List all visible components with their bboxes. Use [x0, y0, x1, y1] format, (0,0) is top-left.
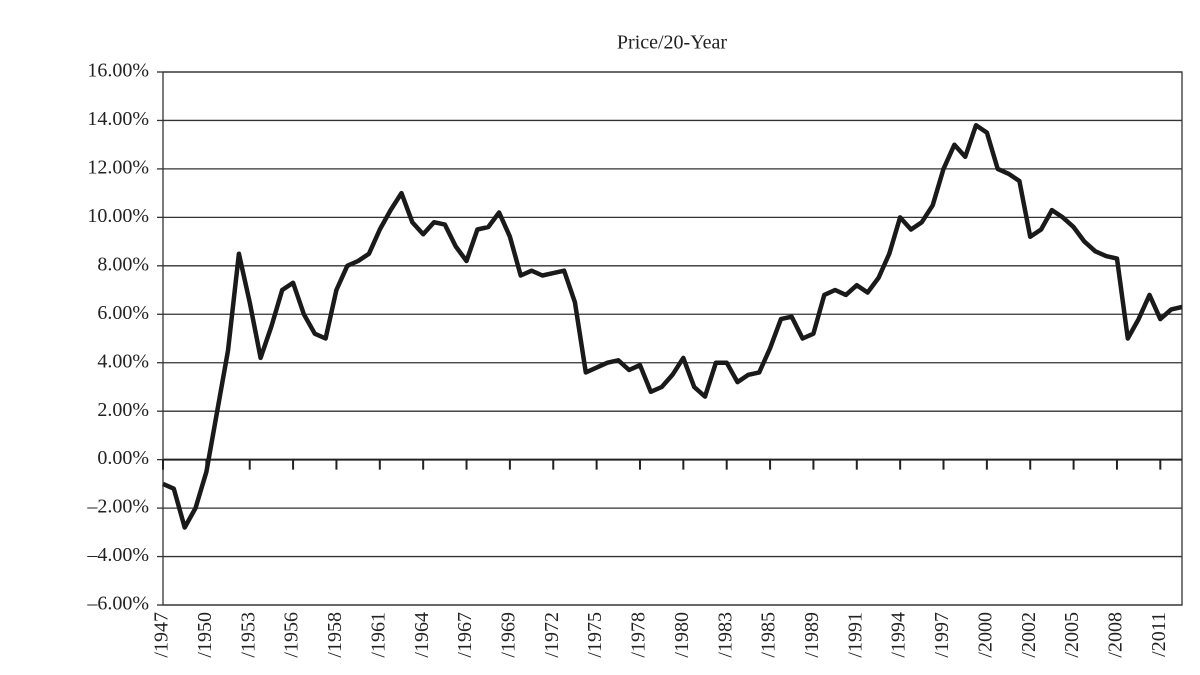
y-tick-label: –2.00% [86, 496, 149, 518]
y-tick-label: 8.00% [97, 253, 149, 275]
x-tick-label: /1953 [237, 612, 259, 658]
x-tick-label: /1972 [541, 612, 563, 658]
x-tick-label: /1947 [151, 612, 173, 658]
y-tick-label: 12.00% [87, 157, 149, 179]
y-tick-label: 2.00% [97, 399, 149, 421]
x-tick-label: /1997 [931, 612, 953, 658]
x-tick-label: /1961 [367, 612, 389, 658]
x-tick-label: /1994 [888, 612, 910, 658]
y-tick-label: –6.00% [86, 593, 149, 615]
plot-frame [162, 71, 1183, 606]
x-tick-label: /1991 [844, 612, 866, 658]
x-tick-label: /1989 [801, 612, 823, 658]
x-tick-label: /2005 [1061, 612, 1083, 658]
y-tick-label: –4.00% [86, 544, 149, 566]
x-tick-label: /1978 [628, 612, 650, 658]
price-line [162, 123, 1183, 530]
x-tick-label: /2002 [1018, 612, 1040, 658]
x-tick-label: /2011 [1148, 612, 1170, 657]
x-tick-label: /1967 [454, 612, 476, 658]
x-tick-label: /1980 [671, 612, 693, 658]
x-tick-label: /2008 [1105, 612, 1127, 658]
y-tick-label: 0.00% [97, 447, 149, 469]
x-tick-label: /1983 [714, 612, 736, 658]
y-tick-label: 14.00% [87, 108, 149, 130]
y-tick-label: 10.00% [87, 205, 149, 227]
x-tick-label: /1985 [758, 612, 780, 658]
y-tick-label: 4.00% [97, 350, 149, 372]
x-tick-label: /1958 [324, 612, 346, 658]
x-tick-label: /1956 [281, 612, 303, 658]
x-tick-label: /1975 [584, 612, 606, 658]
y-tick-label: 6.00% [97, 302, 149, 324]
x-tick-label: /1964 [411, 612, 433, 658]
x-tick-label: /1969 [497, 612, 519, 658]
x-tick-label: /1950 [194, 612, 216, 658]
x-tick-label: /2000 [974, 612, 996, 658]
y-tick-label: 16.00% [87, 60, 149, 82]
chart-title: Price/20-Year [617, 32, 728, 54]
